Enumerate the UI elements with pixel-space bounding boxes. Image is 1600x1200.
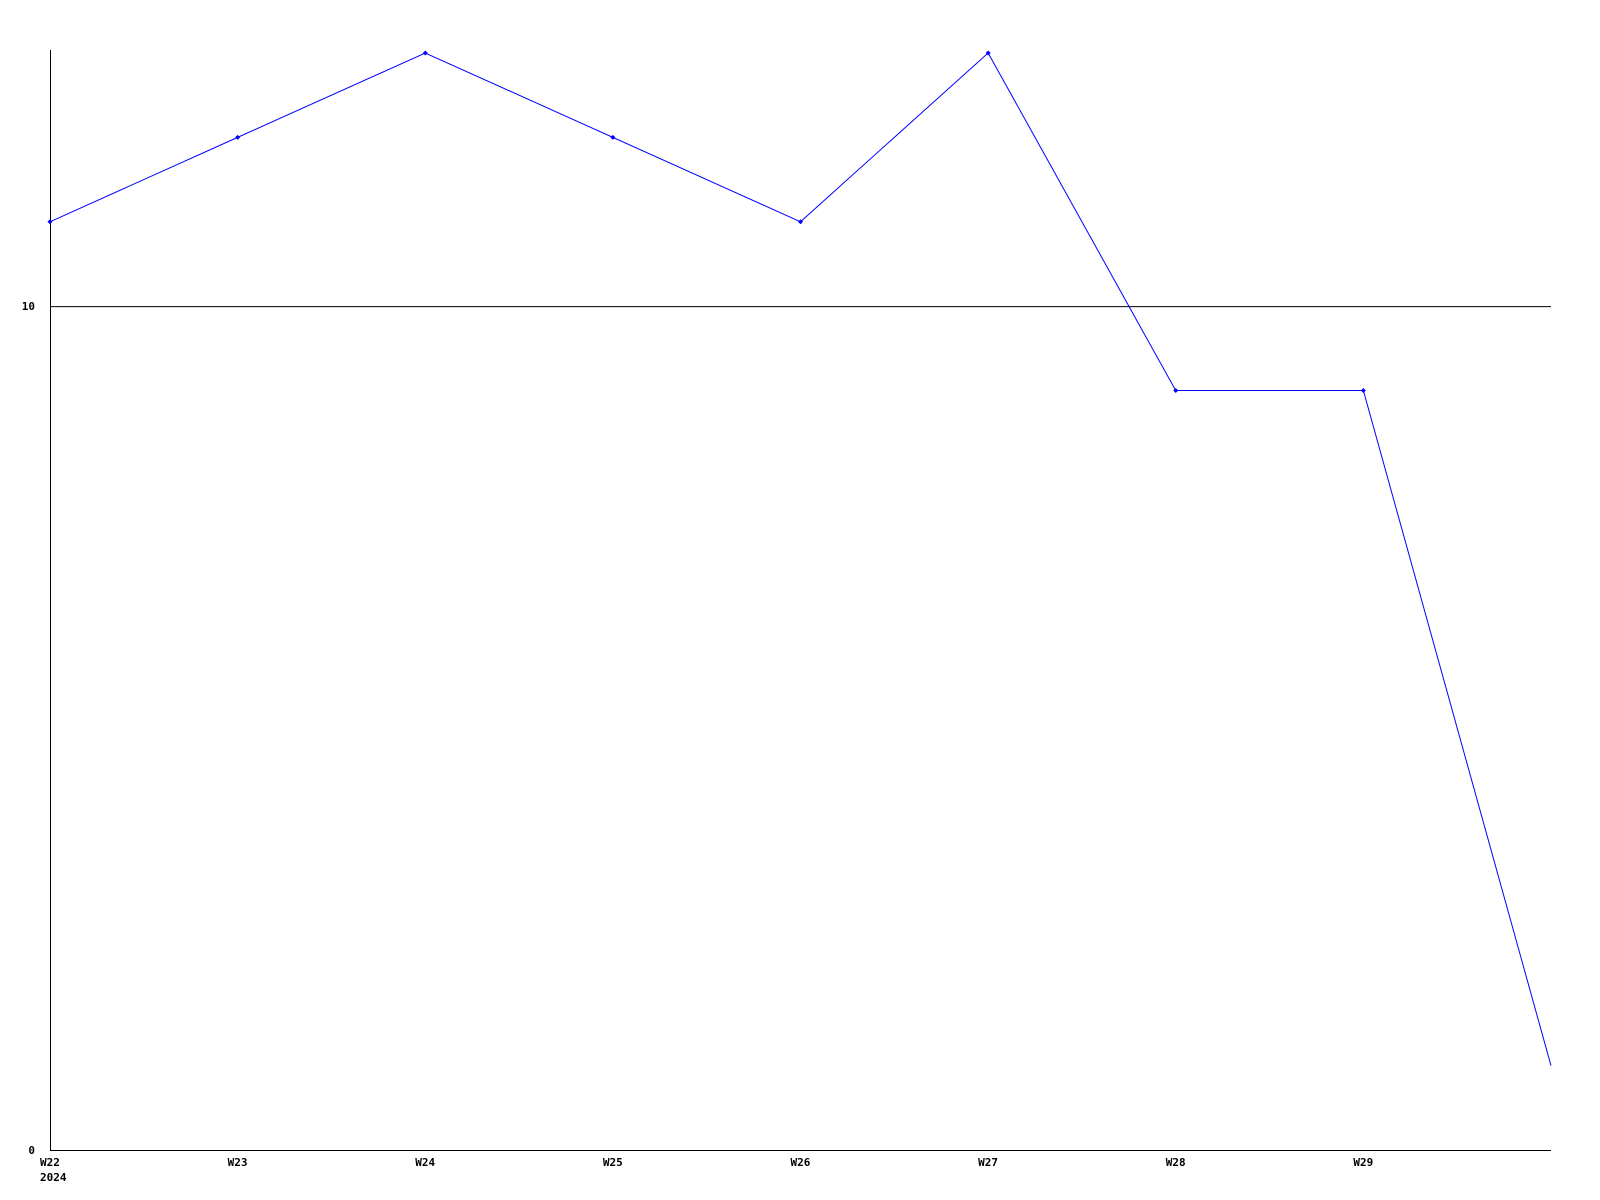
- x-tick-label-W23: W23: [228, 1156, 248, 1169]
- data-point-W23: [235, 134, 241, 140]
- x-tick-label-W22: W22: [40, 1156, 60, 1169]
- x-tick-label-W24: W24: [415, 1156, 435, 1169]
- y-tick-label: 10: [22, 300, 35, 313]
- x-year-label: 2024: [40, 1171, 67, 1184]
- x-tick-label-W26: W26: [791, 1156, 811, 1169]
- data-point-W22: [47, 219, 53, 225]
- data-point-W26: [798, 219, 803, 225]
- data-point-W29: [1360, 388, 1366, 394]
- data-point-W24: [422, 50, 428, 56]
- y-tick-label: 0: [28, 1144, 35, 1157]
- x-tick-label-W29: W29: [1353, 1156, 1373, 1169]
- x-tick-label-W25: W25: [603, 1156, 623, 1169]
- series-line-0: [49, 52, 1552, 1066]
- x-tick-label-W28: W28: [1166, 1156, 1186, 1169]
- data-point-W27: [985, 50, 991, 56]
- data-point-W25: [610, 134, 616, 140]
- x-tick-label-W27: W27: [978, 1156, 998, 1169]
- data-point-W28: [1173, 388, 1179, 394]
